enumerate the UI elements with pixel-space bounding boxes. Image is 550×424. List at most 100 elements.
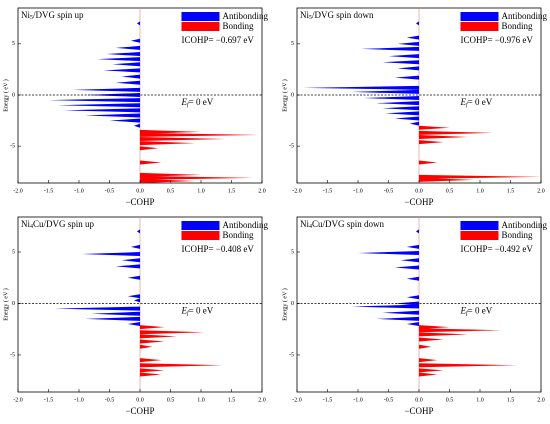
y-axis-label: Energy ( eV ) xyxy=(2,288,9,321)
fermi-label: Ef= 0 eV xyxy=(459,306,492,317)
cohp-spike xyxy=(419,140,444,145)
x-tick-label: -1.0 xyxy=(74,397,84,403)
y-tick-label: 0 xyxy=(12,301,15,307)
x-tick-label: -0.5 xyxy=(105,397,115,403)
cohp-spike xyxy=(140,160,162,165)
x-tick-label: 0.0 xyxy=(136,397,144,403)
cohp-spike xyxy=(419,328,502,333)
cohp-spike xyxy=(121,74,140,79)
y-tick-label: 5 xyxy=(291,41,294,47)
cohp-spike xyxy=(140,136,226,141)
y-tick-label: 5 xyxy=(291,249,294,255)
title-rest: /DVG spin up xyxy=(33,10,84,20)
legend-label: Bonding xyxy=(501,21,533,31)
x-tick-label: -0.5 xyxy=(105,188,115,194)
x-tick-label: -1.5 xyxy=(323,397,333,403)
fermi-symbol: E xyxy=(459,306,466,316)
cohp-spike xyxy=(140,368,165,373)
fermi-rest: = 0 eV xyxy=(189,306,214,316)
y-axis-label: Energy ( eV ) xyxy=(281,288,288,321)
y-axis-label: Energy ( eV ) xyxy=(281,79,288,112)
cohp-spike xyxy=(415,21,419,26)
cohp-spike xyxy=(419,372,438,377)
fermi-sub: f xyxy=(187,310,190,317)
cohp-spike xyxy=(415,229,419,234)
x-tick-label: -1.5 xyxy=(323,188,333,194)
cohp-spike xyxy=(364,96,419,101)
cohp-spike xyxy=(385,111,419,116)
title-base: Ni xyxy=(21,219,30,229)
x-tick-label: -2.0 xyxy=(292,188,302,194)
x-tick-label: 1.5 xyxy=(507,188,515,194)
cohp-spike xyxy=(419,125,450,130)
y-axis-label: Energy ( eV ) xyxy=(2,79,9,112)
legend-label: Antibonding xyxy=(501,220,547,230)
cohp-spike xyxy=(133,123,140,128)
cohp-spike xyxy=(140,330,205,335)
x-tick-label: 1.5 xyxy=(507,397,515,403)
x-tick-label: -1.0 xyxy=(353,188,363,194)
y-tick-label: 0 xyxy=(291,92,294,98)
cohp-spike xyxy=(400,258,419,263)
legend-label: Antibonding xyxy=(222,220,268,230)
cohp-spike xyxy=(361,46,419,51)
cohp-spike xyxy=(127,322,140,327)
icohp-annotation: ICOHP= −0.492 eV xyxy=(460,244,533,254)
cohp-spike xyxy=(419,160,438,165)
legend-label: Bonding xyxy=(222,21,254,31)
fermi-label: Ef= 0 eV xyxy=(459,97,492,108)
cohp-spike xyxy=(82,252,140,257)
cohp-spike xyxy=(140,334,177,339)
fermi-label: Ef= 0 eV xyxy=(180,97,213,108)
cohp-spike xyxy=(54,306,140,311)
y-tick-label: -5 xyxy=(10,144,15,150)
cohp-spike xyxy=(419,325,450,330)
cohp-spike xyxy=(406,322,419,327)
cohp-spike xyxy=(140,363,223,368)
x-tick-label: 1.5 xyxy=(228,188,236,194)
cohp-spike xyxy=(382,310,419,315)
icohp-annotation: ICOHP= −0.697 eV xyxy=(181,35,254,45)
cohp-spike xyxy=(351,304,419,309)
cohp-spike xyxy=(419,174,541,179)
x-tick-label: -0.5 xyxy=(384,397,394,403)
cohp-spike xyxy=(419,337,444,342)
x-tick-label: 0.5 xyxy=(446,397,454,403)
x-tick-label: -1.5 xyxy=(44,188,54,194)
cohp-spike xyxy=(115,264,140,269)
x-tick-label: 2.0 xyxy=(258,397,266,403)
cohp-spike xyxy=(85,113,140,118)
cohp-spike xyxy=(115,80,140,85)
panel-title: Ni5/DVG spin down xyxy=(300,10,374,21)
cohp-spike xyxy=(63,108,140,113)
fermi-sub: f xyxy=(466,101,469,108)
fermi-rest: = 0 eV xyxy=(468,306,493,316)
cohp-spike xyxy=(91,311,140,316)
cohp-spike xyxy=(394,116,419,121)
x-tick-label: -0.5 xyxy=(384,188,394,194)
legend-label: Antibonding xyxy=(222,11,268,21)
title-rest: /DVG spin down xyxy=(312,10,374,20)
cohp-spike xyxy=(419,368,444,373)
cohp-spike xyxy=(127,275,140,280)
cohp-spike xyxy=(419,177,474,182)
cohp-spike xyxy=(85,316,140,321)
icohp-annotation: ICOHP= −0.976 eV xyxy=(460,35,533,45)
x-tick-label: -1.5 xyxy=(44,397,54,403)
legend-label: Bonding xyxy=(222,230,254,240)
x-tick-label: -2.0 xyxy=(13,188,23,194)
cohp-spike xyxy=(127,294,140,299)
x-tick-label: -1.0 xyxy=(353,397,363,403)
y-tick-label: -5 xyxy=(10,352,15,358)
y-tick-label: 5 xyxy=(12,41,15,47)
y-tick-label: 5 xyxy=(12,249,15,255)
cohp-spike xyxy=(376,316,419,321)
title-sub: 5 xyxy=(30,15,33,21)
x-tick-label: -2.0 xyxy=(292,397,302,403)
cohp-spike xyxy=(140,132,259,137)
cohp-spike xyxy=(97,57,140,62)
cohp-spike xyxy=(382,106,419,111)
cohp-spike xyxy=(140,172,201,177)
cohp-spike xyxy=(140,372,162,377)
cohp-spike xyxy=(72,87,140,92)
